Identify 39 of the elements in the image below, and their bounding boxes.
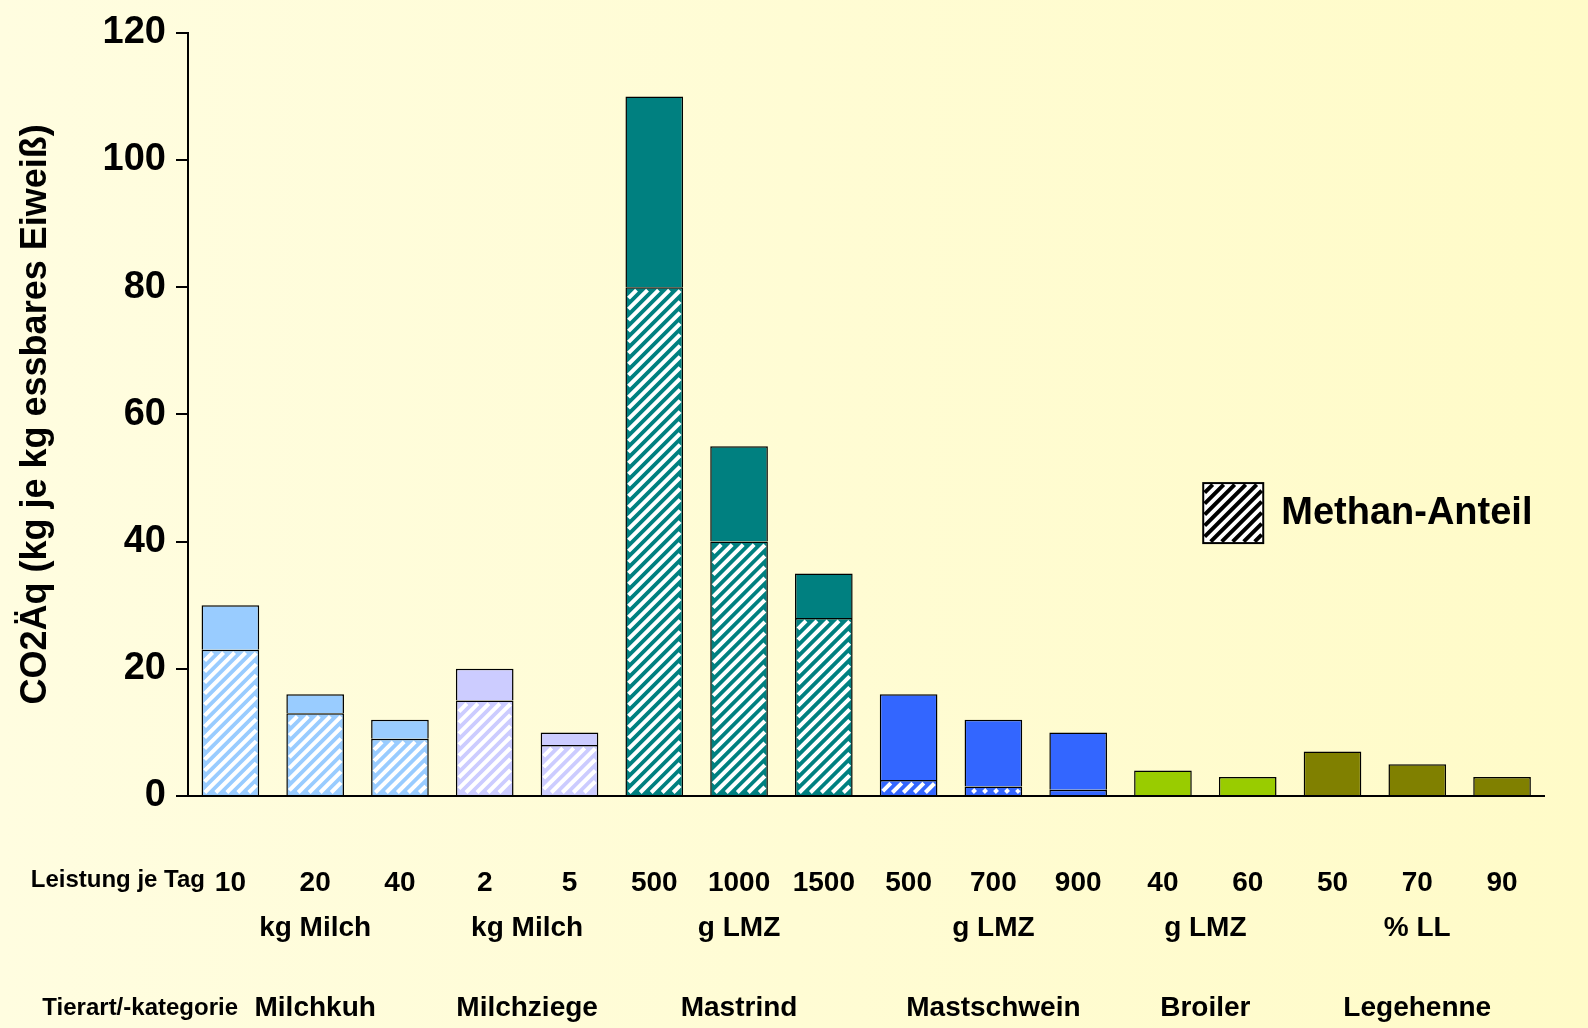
text: g LMZ [697,910,781,942]
y-tick-label: 60 [123,390,166,433]
text: Methan-Anteil [1281,489,1533,532]
y-tick-label: 0 [144,772,166,815]
x-tick-label: 90 [1486,865,1518,897]
text: g LMZ [952,910,1035,942]
x-tick-label: 1500 [792,865,855,897]
x-tick-label: 1000 [707,865,771,897]
text: Broiler [1160,990,1251,1022]
text: kg Milch [471,910,584,942]
y-tick-label: 40 [123,518,166,561]
text: Tierart/-kategorie [42,992,238,1020]
y-tick-label: 100 [102,136,166,179]
x-tick-label: 60 [1232,865,1264,897]
text: Milchkuh [254,990,376,1022]
x-tick-label: 900 [1054,865,1102,897]
x-tick-label: 70 [1401,865,1433,897]
y-tick-label: 80 [123,263,166,306]
y-tick-label: 20 [123,645,166,688]
text: Mastrind [680,990,798,1022]
text: % LL [1383,910,1451,942]
y-axis-title: CO2Äq (kg je kg essbares Eiweiß) [12,124,54,705]
x-tick-label: 20 [299,865,331,897]
text: Mastschwein [906,990,1081,1022]
x-tick-label: 5 [561,865,578,897]
text: g LMZ [1164,910,1247,942]
x-tick-label: 500 [630,865,678,897]
text: Leistung je Tag [30,864,205,892]
y-tick-label: 120 [102,9,166,52]
text: kg Milch [259,910,372,942]
x-tick-label: 700 [970,865,1017,897]
text: Milchziege [456,990,598,1022]
x-tick-label: 50 [1316,865,1349,897]
x-tick-label: 500 [885,865,932,897]
x-tick-label: 40 [1147,865,1179,897]
x-tick-label: 2 [476,865,493,897]
x-tick-label: 40 [384,865,416,897]
text: Legehenne [1343,990,1492,1022]
x-tick-label: 10 [214,865,246,897]
